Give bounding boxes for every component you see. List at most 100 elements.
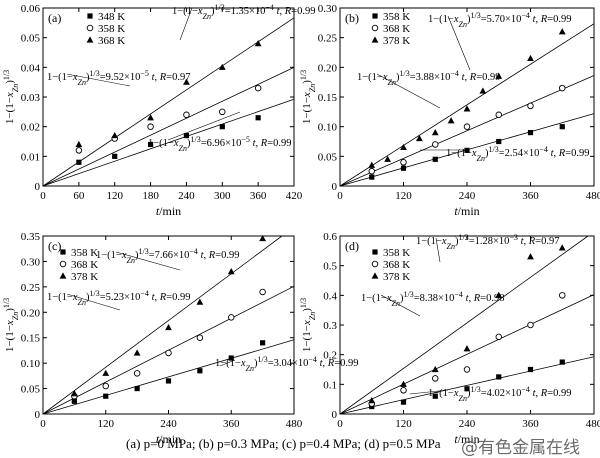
legend-marker: [86, 36, 94, 43]
data-point: [415, 134, 423, 142]
legend-label: 368 K: [383, 259, 410, 271]
legend-label: 368 K: [71, 259, 98, 271]
x-tick-label: 0: [40, 190, 46, 202]
data-point: [464, 147, 470, 153]
data-point: [495, 72, 503, 79]
data-point: [219, 108, 226, 116]
x-tick-label: 360: [223, 418, 240, 430]
data-point: [147, 123, 154, 130]
x-tick-label: 120: [98, 418, 115, 430]
legend-label: 368 K: [98, 35, 125, 47]
data-point: [559, 359, 565, 365]
y-tick-label: 0: [332, 409, 338, 421]
data-point: [255, 115, 261, 121]
y-tick-label: 0.25: [318, 33, 338, 45]
data-point: [432, 375, 439, 382]
data-point: [479, 87, 487, 94]
data-point: [133, 370, 141, 377]
y-tick-label: 0.03: [21, 92, 41, 104]
data-point: [103, 393, 109, 399]
x-tick-label: 60: [73, 190, 85, 202]
data-point: [400, 159, 407, 166]
fit-equation-label: 1−(1−xZn)1/3=5.70×10−4 t, R=0.99: [428, 11, 571, 29]
x-tick-label: 0: [337, 418, 343, 430]
data-point: [196, 298, 204, 305]
y-tick-label: 0.5: [323, 261, 337, 273]
legend-marker: [87, 13, 93, 19]
data-point: [400, 165, 407, 171]
data-point: [102, 369, 110, 376]
fit-leader-line: [115, 251, 181, 271]
fit-equation-label: 1−(1−xZn)1/3=1.35×10−4 t, R=0.99: [172, 3, 315, 21]
legend-label: 358 K: [383, 247, 410, 259]
data-point: [259, 234, 267, 242]
fit-equation-label: 1−(1−xZn)1/3=2.54×10−4 t, R=0.99: [446, 145, 589, 163]
fit-line-368k: [42, 17, 295, 187]
fit-line-348k: [42, 98, 295, 187]
fit-leader-line: [66, 293, 121, 311]
x-tick-label: 480: [286, 418, 303, 430]
data-point: [227, 268, 235, 275]
y-tick-label: 0.05: [21, 384, 41, 396]
data-point: [228, 355, 234, 361]
data-point: [432, 156, 438, 162]
watermark-text: @有色金属在线: [461, 438, 580, 458]
x-axis-label: t/min: [156, 204, 181, 218]
chart-panel-d: 0 120 240 360 480 0 0.1 0.2 0.3 0.4 0.5 0.6 t/min 1−(…: [299, 231, 600, 446]
x-tick-label: 360: [522, 418, 539, 430]
data-point: [102, 382, 109, 390]
data-point: [527, 366, 534, 373]
fit-leader-line: [447, 15, 471, 71]
y-tick-label: 0.20: [21, 307, 41, 319]
data-point: [400, 399, 407, 405]
y-tick-label: 0.05: [21, 33, 41, 45]
data-point: [431, 129, 439, 136]
legend-marker: [371, 24, 379, 32]
data-point: [165, 349, 172, 357]
y-axis-label: 1−(1−xZn)1/3: [299, 298, 317, 352]
y-tick-label: 0.30: [21, 256, 41, 268]
data-point: [196, 334, 204, 341]
data-point: [527, 253, 534, 260]
x-tick-label: 0: [40, 418, 46, 430]
data-point: [75, 140, 83, 148]
data-point: [183, 78, 190, 85]
data-point: [254, 84, 262, 92]
data-point: [558, 244, 566, 251]
data-point: [464, 386, 470, 392]
legend-label: 378 K: [383, 35, 410, 47]
fit-equation-label: 1−(1−xZn)1/3=1.28×10−3 t, R=0.97: [416, 233, 559, 251]
legend-marker: [86, 24, 94, 32]
data-point: [559, 84, 566, 92]
data-point: [432, 141, 439, 148]
data-point: [496, 374, 502, 380]
data-point: [495, 291, 503, 298]
data-point: [463, 366, 471, 373]
legend-marker: [371, 272, 379, 279]
x-tick-label: 480: [586, 190, 600, 202]
y-tick-label: 0.15: [318, 92, 338, 104]
series-368k: [368, 84, 566, 175]
fit-leader-line: [435, 237, 441, 263]
data-point: [527, 321, 534, 329]
fit-line-358k: [42, 339, 295, 415]
data-point: [527, 130, 534, 136]
x-tick-label: 420: [286, 190, 303, 202]
data-point: [527, 54, 534, 62]
legend-marker: [372, 249, 378, 255]
fit-leader-line: [167, 111, 241, 141]
data-point: [559, 292, 566, 299]
caption-text: (a) p=0 MPa; (b) p=0.3 MPa; (c) p=0.4 MP…: [126, 436, 441, 451]
y-tick-label: 0.04: [21, 62, 41, 74]
legend-label: 358 K: [71, 247, 98, 259]
data-point: [527, 102, 534, 110]
data-point: [368, 161, 376, 168]
chart-panel-b: 0 120 240 360 480 0 0.05 0.10 0.15 0.20 0.25 0.30 t/…: [299, 3, 600, 218]
data-point: [447, 117, 455, 124]
data-point: [400, 380, 407, 387]
data-point: [368, 167, 376, 175]
data-point: [227, 314, 235, 321]
data-point: [559, 124, 565, 130]
series-378k: [70, 234, 267, 397]
data-point: [76, 159, 82, 165]
